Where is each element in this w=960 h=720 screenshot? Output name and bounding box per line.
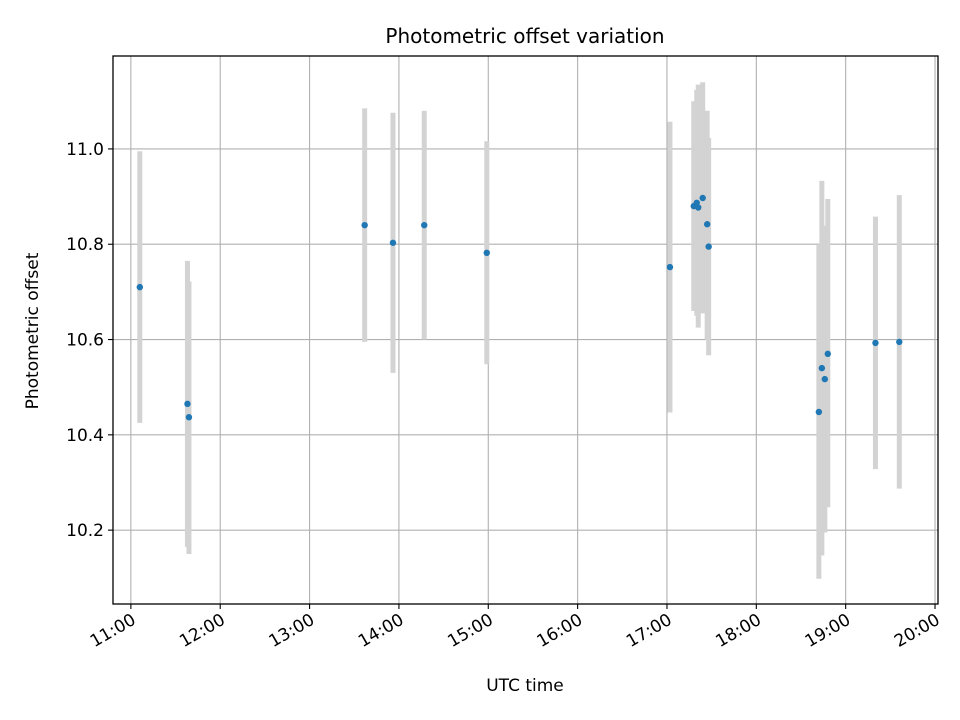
data-point [421,221,428,229]
y-tick-label: 10.8 [66,235,104,255]
data-point [184,400,191,408]
data-point [815,408,823,416]
x-tick-label: 11:00 [87,610,139,652]
data-point [389,239,397,246]
data-point [136,283,144,291]
y-tick-label: 10.6 [66,331,104,351]
data-point [666,263,674,271]
error-bars [137,82,902,579]
y-axis-label: Photometric offset [23,252,43,409]
data-point [824,350,832,358]
x-tick-label: 17:00 [623,610,675,652]
data-point [896,338,903,346]
x-axis-ticks: 11:00 12:00 13:00 14:00 15:00 16:00 17:00 18:00… [87,604,944,652]
x-tick-label: 14:00 [355,610,407,652]
x-tick-label: 16:00 [534,610,586,652]
data-point [872,339,879,347]
x-tick-label: 20:00 [891,610,943,652]
plot-frame [112,55,939,605]
x-tick-label: 18:00 [712,610,764,652]
data-point [699,194,706,202]
data-point [483,249,490,257]
data-point [705,243,712,250]
data-point [703,221,711,228]
grid-lines [113,56,938,604]
x-axis-label: UTC time [486,676,564,696]
y-tick-label: 11.0 [66,140,104,160]
x-tick-label: 12:00 [176,610,228,652]
chart-title: Photometric offset variation [385,24,664,48]
y-tick-label: 10.2 [66,521,104,541]
x-tick-label: 13:00 [266,610,318,652]
data-point [818,364,826,372]
data-point [185,414,193,421]
x-tick-label: 19:00 [802,610,854,652]
y-tick-label: 10.4 [66,426,104,446]
data-point [695,204,702,211]
data-points [136,194,903,421]
y-axis-ticks: 10.2 10.4 10.6 10.8 11.0 [66,140,113,541]
data-point [361,221,368,229]
x-tick-label: 15:00 [444,610,496,652]
data-point [821,375,829,383]
